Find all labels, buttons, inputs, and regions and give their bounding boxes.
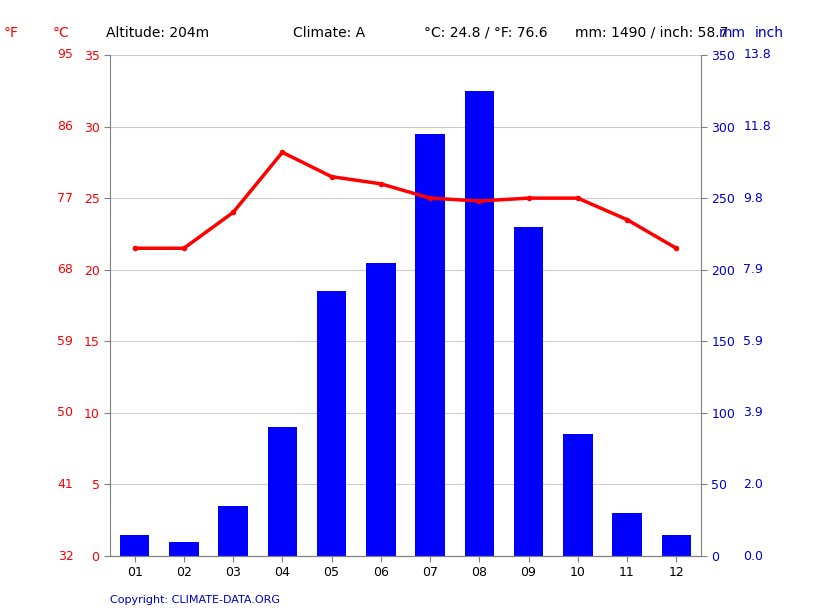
Text: 59: 59: [58, 335, 73, 348]
Text: mm: mm: [719, 26, 746, 40]
Bar: [267, 427, 297, 556]
Text: 3.9: 3.9: [743, 406, 763, 419]
Text: 77: 77: [57, 192, 73, 205]
Text: °F: °F: [4, 26, 19, 40]
Text: 95: 95: [58, 48, 73, 62]
Bar: [416, 134, 445, 556]
Text: 68: 68: [58, 263, 73, 276]
Bar: [612, 513, 642, 556]
Text: inch: inch: [755, 26, 784, 40]
Bar: [170, 542, 199, 556]
Text: mm: 1490 / inch: 58.7: mm: 1490 / inch: 58.7: [575, 26, 728, 40]
Text: 41: 41: [58, 478, 73, 491]
Text: 11.8: 11.8: [743, 120, 771, 133]
Bar: [366, 263, 395, 556]
Bar: [513, 227, 544, 556]
Bar: [218, 506, 248, 556]
Text: Climate: A: Climate: A: [293, 26, 365, 40]
Text: 86: 86: [58, 120, 73, 133]
Text: Altitude: 204m: Altitude: 204m: [106, 26, 209, 40]
Text: Copyright: CLIMATE-DATA.ORG: Copyright: CLIMATE-DATA.ORG: [110, 595, 280, 605]
Text: 2.0: 2.0: [743, 478, 763, 491]
Text: °C: 24.8 / °F: 76.6: °C: 24.8 / °F: 76.6: [424, 26, 548, 40]
Text: 9.8: 9.8: [743, 192, 763, 205]
Bar: [120, 535, 149, 556]
Bar: [563, 434, 593, 556]
Text: 13.8: 13.8: [743, 48, 771, 62]
Text: 32: 32: [58, 549, 73, 563]
Text: 7.9: 7.9: [743, 263, 763, 276]
Bar: [317, 291, 346, 556]
Text: 0.0: 0.0: [743, 549, 764, 563]
Bar: [465, 91, 494, 556]
Text: 50: 50: [57, 406, 73, 419]
Text: °C: °C: [53, 26, 70, 40]
Bar: [662, 535, 691, 556]
Text: 5.9: 5.9: [743, 335, 763, 348]
